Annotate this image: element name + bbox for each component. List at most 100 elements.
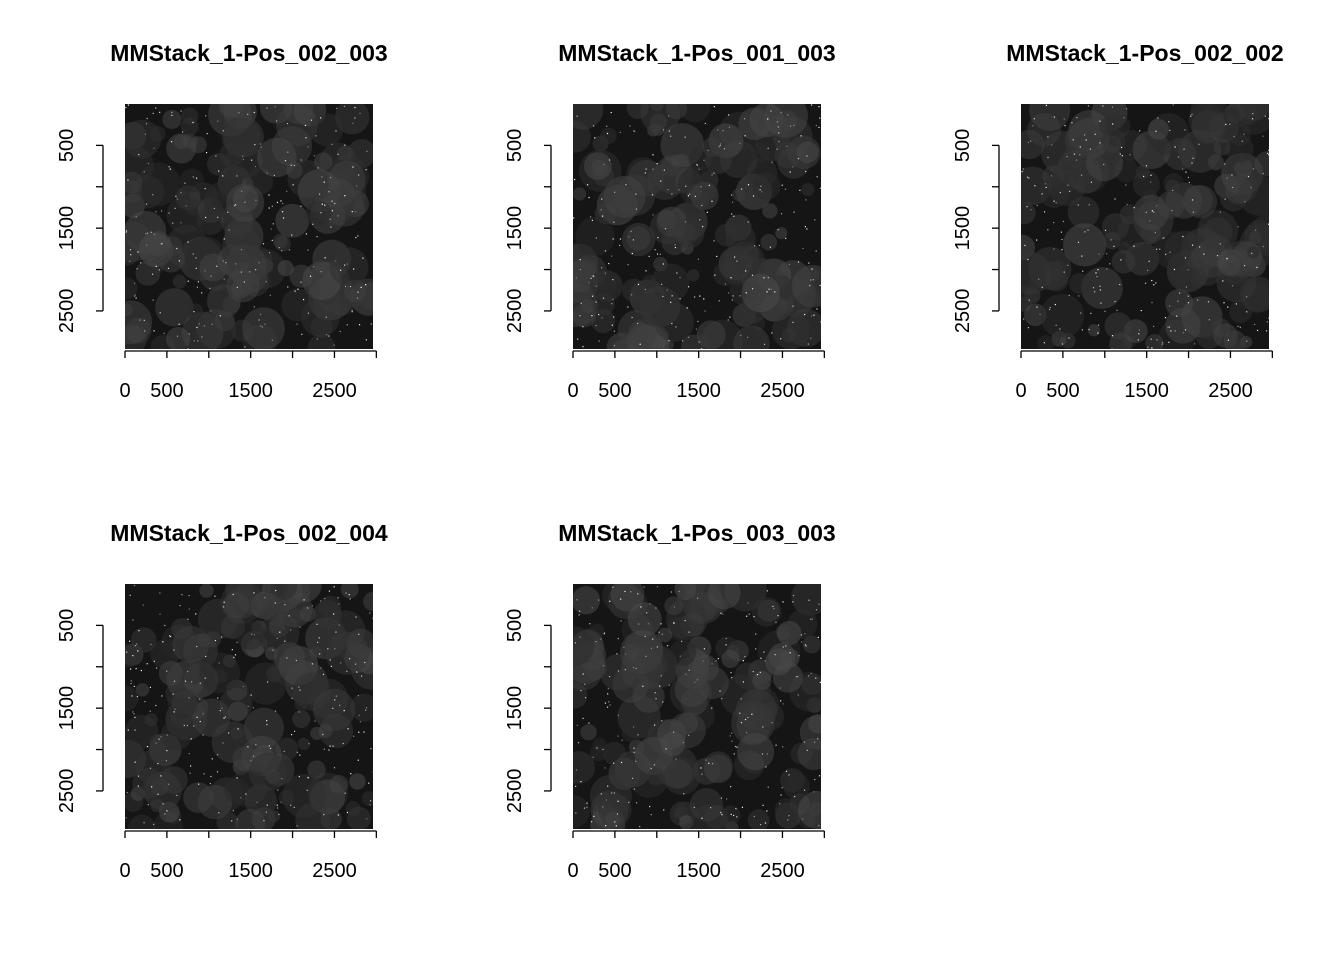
speckle [197, 281, 200, 283]
speckle [795, 676, 797, 678]
cell-blob [307, 333, 336, 349]
cell-blob [591, 309, 616, 334]
speckle [1267, 152, 1269, 155]
speckle [775, 621, 777, 623]
y-tick-label: 1500 [504, 686, 526, 731]
speckle [1099, 285, 1101, 287]
speckle [236, 641, 238, 644]
cell-blob [258, 258, 274, 274]
speckle [819, 117, 821, 119]
speckle [755, 633, 757, 635]
speckle [1250, 186, 1252, 189]
speckle [370, 323, 372, 325]
speckle [129, 594, 131, 596]
speckle [753, 815, 755, 818]
speckle [766, 753, 768, 755]
speckle [237, 728, 239, 730]
speckle [1150, 338, 1152, 340]
speckle [595, 285, 597, 287]
cell-blob [324, 186, 365, 227]
speckle [152, 299, 154, 301]
speckle [149, 710, 151, 712]
speckle [1151, 210, 1153, 212]
speckle [133, 282, 136, 284]
speckle [1098, 253, 1100, 255]
speckle [604, 272, 607, 274]
speckle [266, 681, 269, 683]
cell-blob [783, 772, 810, 800]
speckle [659, 253, 661, 255]
speckle [260, 146, 262, 148]
speckle [589, 623, 591, 625]
speckle [1207, 301, 1210, 303]
cell-blob [314, 152, 333, 171]
speckle [1184, 129, 1186, 131]
speckle [328, 335, 330, 337]
speckle [1168, 121, 1170, 123]
cell-blob [318, 724, 333, 739]
cell-blob [1225, 176, 1253, 205]
cell-blob [575, 216, 615, 257]
speckle [1148, 260, 1150, 262]
speckle [1245, 296, 1248, 298]
y-tick-label: 500 [504, 609, 526, 642]
speckle [630, 230, 632, 233]
speckle [274, 710, 277, 712]
speckle [718, 300, 720, 302]
speckle [1239, 326, 1241, 328]
cell-blob [312, 688, 356, 731]
speckle [1137, 339, 1139, 341]
cell-blob [179, 168, 204, 193]
cell-blob [125, 119, 162, 159]
speckle [214, 639, 217, 642]
cell-blob [1104, 312, 1132, 340]
speckle [800, 641, 803, 643]
speckle [727, 292, 730, 294]
speckle [730, 194, 733, 196]
speckle [1155, 205, 1158, 207]
speckle [259, 313, 262, 315]
speckle [703, 648, 706, 650]
speckle [348, 658, 351, 660]
speckle [316, 338, 318, 340]
speckle [671, 193, 673, 195]
speckle [702, 660, 704, 662]
cell-blob [310, 315, 333, 338]
speckle [258, 262, 260, 264]
speckle [608, 159, 611, 161]
cell-blob [803, 290, 821, 307]
speckle [1059, 191, 1061, 194]
speckle [608, 262, 610, 265]
speckle [605, 799, 607, 801]
speckle [281, 249, 283, 252]
speckle [1073, 153, 1076, 155]
speckle [328, 749, 330, 751]
speckle [346, 811, 349, 814]
speckle [809, 285, 811, 287]
speckle [716, 255, 718, 258]
speckle [281, 202, 284, 205]
speckle [196, 286, 199, 288]
speckle [298, 711, 300, 713]
speckle [130, 680, 132, 682]
speckle [817, 636, 819, 638]
speckle [680, 640, 683, 642]
speckle [277, 789, 279, 791]
speckle [1104, 229, 1107, 231]
speckle [309, 275, 312, 277]
y-tick-label: 1500 [504, 206, 526, 251]
speckle [603, 632, 606, 634]
speckle [1147, 346, 1149, 348]
y-tick-label: 2500 [56, 769, 78, 814]
speckle [166, 749, 168, 752]
cell-blob [603, 175, 646, 218]
speckle [1027, 258, 1029, 261]
speckle [700, 767, 702, 769]
speckle [176, 794, 178, 797]
speckle [579, 315, 581, 317]
speckle [1098, 324, 1100, 326]
speckle [166, 670, 168, 672]
speckle [320, 271, 322, 273]
speckle [213, 207, 216, 210]
speckle [597, 599, 600, 601]
